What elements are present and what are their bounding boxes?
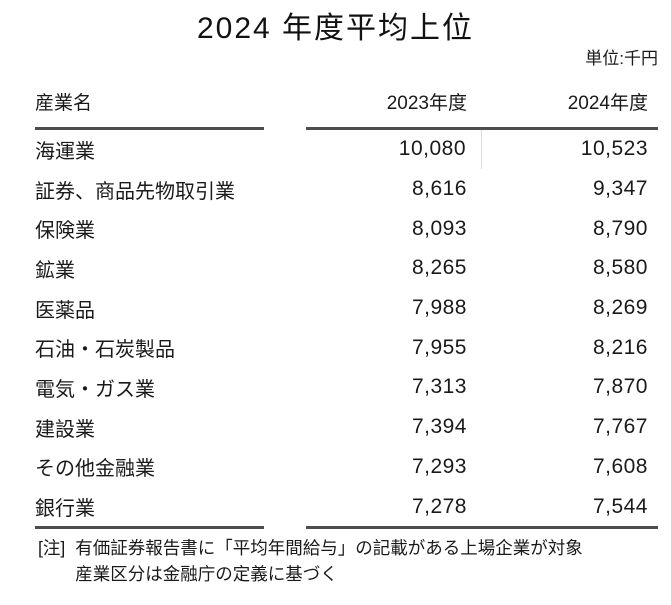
table-row: 建設業 7,394 7,767 <box>0 407 671 447</box>
fy2024-value-cell: 7,608 <box>592 454 648 478</box>
table-header-row: 産業名 2023年度 2024年度 <box>0 77 671 117</box>
footnote: [注] 有価証券報告書に「平均年間給与」の記載がある上場企業が対象 産業区分は金… <box>0 536 671 587</box>
table-row: 石油・石炭製品 7,955 8,216 <box>0 328 671 368</box>
table-body: 海運業 10,080 10,523 証券、商品先物取引業 8,616 9,347… <box>0 129 671 527</box>
industry-cell: 医薬品 <box>35 299 95 322</box>
salary-table: 産業名 2023年度 2024年度 海運業 10,080 10,523 証券、商… <box>0 77 671 530</box>
fy2024-value-cell: 8,216 <box>592 335 648 359</box>
industry-cell: 建設業 <box>35 418 95 441</box>
fy2024-value-cell: 8,790 <box>592 216 648 240</box>
footer-rule-left-segment <box>35 526 264 530</box>
industry-cell: 証券、商品先物取引業 <box>35 180 235 203</box>
header-rule <box>0 126 671 130</box>
header-industry: 産業名 <box>35 92 93 114</box>
table-row: 海運業 10,080 10,523 <box>0 129 671 170</box>
fy2024-value-cell: 9,347 <box>592 177 648 201</box>
header-fy2024: 2024年度 <box>567 92 648 114</box>
fy2023-value-cell: 7,955 <box>411 335 467 359</box>
header-rule-right-segment <box>306 126 658 130</box>
table-row: 鉱業 8,265 8,580 <box>0 249 671 289</box>
fy2023-value-cell: 7,293 <box>411 454 467 478</box>
industry-cell: 鉱業 <box>35 259 75 282</box>
footnote-lines: 有価証券報告書に「平均年間給与」の記載がある上場企業が対象 産業区分は金融庁の定… <box>75 536 583 587</box>
fy2023-value-cell: 8,093 <box>411 216 467 240</box>
industry-cell: 電気・ガス業 <box>35 378 155 401</box>
table-row: 証券、商品先物取引業 8,616 9,347 <box>0 169 671 209</box>
industry-cell: 石油・石炭製品 <box>35 339 175 362</box>
unit-label: 単位:千円 <box>585 48 658 68</box>
fy2024-value-cell: 7,870 <box>592 375 648 399</box>
table-row: 医薬品 7,988 8,269 <box>0 288 671 328</box>
footer-rule <box>0 526 671 530</box>
fy2024-value-cell: 7,544 <box>592 494 648 518</box>
header-spacer <box>264 115 306 117</box>
industry-cell: その他金融業 <box>35 458 155 481</box>
header-rule-left-segment <box>35 126 264 130</box>
fy2023-value-cell: 7,988 <box>411 296 467 320</box>
table-row: その他金融業 7,293 7,608 <box>0 447 671 487</box>
fy2023-value-cell: 8,616 <box>411 177 467 201</box>
fy2024-value-cell: 10,523 <box>580 137 648 161</box>
fy2023-value-cell: 7,278 <box>411 494 467 518</box>
fy2024-value-cell: 7,767 <box>592 415 648 439</box>
fy2023-value-cell: 10,080 <box>306 129 482 170</box>
footer-rule-right-segment <box>306 526 658 530</box>
fy2023-value-cell: 7,313 <box>411 375 467 399</box>
table-row: 電気・ガス業 7,313 7,870 <box>0 368 671 408</box>
industry-cell: 銀行業 <box>35 498 95 521</box>
footnote-marker: [注] <box>38 538 66 559</box>
fy2023-value-cell: 7,394 <box>411 415 467 439</box>
header-fy2023: 2023年度 <box>386 92 467 114</box>
industry-cell: 保険業 <box>35 220 95 243</box>
footnote-line-2: 産業区分は金融庁の定義に基づく <box>75 563 338 584</box>
table-row: 銀行業 7,278 7,544 <box>0 487 671 527</box>
industry-cell: 海運業 <box>35 140 95 163</box>
rule-gap <box>264 526 306 529</box>
table-row: 保険業 8,093 8,790 <box>0 209 671 249</box>
fy2024-value-cell: 8,269 <box>592 296 648 320</box>
page-title: 2024 年度平均上位 <box>196 12 475 45</box>
fy2024-value-cell: 8,580 <box>592 256 648 280</box>
footnote-line-1: 有価証券報告書に「平均年間給与」の記載がある上場企業が対象 <box>75 538 583 559</box>
fy2023-value-cell: 8,265 <box>411 256 467 280</box>
